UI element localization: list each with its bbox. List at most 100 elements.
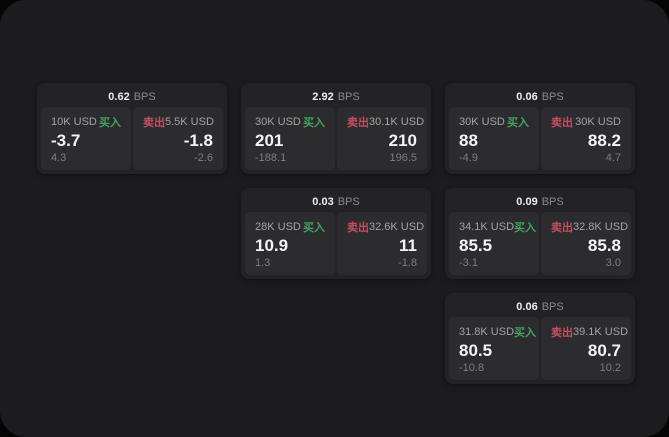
sell-delta: 4.7	[605, 152, 621, 164]
buy-delta: 1.3	[255, 257, 271, 269]
buy-amount: 30K USD	[459, 116, 505, 128]
bps-value: 0.62	[108, 91, 130, 103]
sell-amount: 32.8K USD	[573, 221, 629, 233]
buy-amount: 30K USD	[255, 116, 301, 128]
buy-cell[interactable]: 10K USD 买入 -3.7 4.3	[41, 107, 131, 170]
sell-delta: 3.0	[605, 257, 621, 269]
price-card: 0.09 BPS 34.1K USD 买入 85.5 -3.1 卖出	[445, 188, 635, 279]
bps-value: 0.09	[516, 196, 538, 208]
sell-cell[interactable]: 卖出 30K USD 88.2 4.7	[541, 107, 631, 170]
sell-cell-top: 卖出 32.6K USD	[347, 219, 424, 235]
buy-cell[interactable]: 30K USD 买入 201 -188.1	[245, 107, 335, 170]
buy-amount: 31.8K USD	[459, 326, 515, 338]
sell-cell[interactable]: 卖出 39.1K USD 80.7 10.2	[541, 317, 631, 380]
bps-unit-label: BPS	[133, 91, 156, 103]
buy-cell-top: 30K USD 买入	[255, 114, 325, 130]
sell-cell-top: 卖出 30.1K USD	[347, 114, 424, 130]
buy-cell-top: 31.8K USD 买入	[459, 324, 536, 340]
bps-value: 0.03	[312, 196, 334, 208]
sell-amount: 39.1K USD	[573, 326, 629, 338]
sell-amount: 5.5K USD	[165, 116, 214, 128]
card-header: 0.03 BPS	[245, 192, 427, 212]
card-header: 2.92 BPS	[245, 87, 427, 107]
price-card: 0.03 BPS 28K USD 买入 10.9 1.3 卖出	[241, 188, 431, 279]
buy-price: 201	[255, 130, 284, 150]
price-tiles-grid: 0.62 BPS 10K USD 买入 -3.7 4.3 卖出	[37, 83, 635, 384]
sell-label: 卖出	[551, 222, 573, 234]
buy-delta: -188.1	[255, 152, 287, 164]
buy-label: 买入	[514, 222, 537, 234]
sell-price: 11	[399, 235, 417, 255]
sell-price: 85.8	[587, 235, 621, 255]
sell-delta: 10.2	[599, 362, 621, 374]
buy-cell[interactable]: 28K USD 买入 10.9 1.3	[245, 212, 335, 275]
sell-cell[interactable]: 卖出 32.8K USD 85.8 3.0	[541, 212, 631, 275]
buy-label: 买入	[514, 327, 537, 339]
cells-row: 28K USD 买入 10.9 1.3 卖出 32.6K USD 11 -1.8	[245, 212, 427, 275]
buy-price: -3.7	[51, 130, 81, 150]
card-header: 0.62 BPS	[41, 87, 223, 107]
price-card: 0.06 BPS 30K USD 买入 88 -4.9 卖出	[445, 83, 635, 174]
bps-value: 0.06	[516, 91, 538, 103]
cells-row: 30K USD 买入 88 -4.9 卖出 30K USD 88.2 4.7	[449, 107, 631, 170]
sell-label: 卖出	[551, 327, 573, 339]
sell-price: 80.7	[587, 340, 621, 360]
buy-delta: -10.8	[459, 362, 485, 374]
buy-label: 买入	[507, 117, 529, 129]
sell-label: 卖出	[551, 117, 573, 129]
buy-cell-top: 28K USD 买入	[255, 219, 325, 235]
buy-cell-top: 10K USD 买入	[51, 114, 121, 130]
bps-value: 2.92	[312, 91, 334, 103]
buy-price: 88	[459, 130, 478, 150]
cells-row: 30K USD 买入 201 -188.1 卖出 30.1K USD 210 1…	[245, 107, 427, 170]
sell-cell[interactable]: 卖出 30.1K USD 210 196.5	[337, 107, 427, 170]
cells-row: 10K USD 买入 -3.7 4.3 卖出 5.5K USD -1.8 -2.…	[41, 107, 223, 170]
buy-amount: 10K USD	[51, 116, 97, 128]
buy-price: 10.9	[255, 235, 289, 255]
sell-delta: -1.8	[398, 257, 417, 269]
buy-label: 买入	[303, 117, 325, 129]
price-card: 2.92 BPS 30K USD 买入 201 -188.1 卖出	[241, 83, 431, 174]
buy-cell[interactable]: 30K USD 买入 88 -4.9	[449, 107, 539, 170]
sell-amount: 30K USD	[575, 116, 621, 128]
buy-label: 买入	[303, 222, 325, 234]
sell-delta: 196.5	[389, 152, 417, 164]
buy-cell[interactable]: 34.1K USD 买入 85.5 -3.1	[449, 212, 539, 275]
buy-delta: 4.3	[51, 152, 67, 164]
buy-label: 买入	[99, 117, 121, 129]
card-header: 0.06 BPS	[449, 297, 631, 317]
bps-unit-label: BPS	[337, 91, 360, 103]
sell-cell-top: 卖出 39.1K USD	[551, 324, 628, 340]
buy-price: 85.5	[459, 235, 493, 255]
cells-row: 34.1K USD 买入 85.5 -3.1 卖出 32.8K USD 85.8…	[449, 212, 631, 275]
card-header: 0.06 BPS	[449, 87, 631, 107]
sell-cell[interactable]: 卖出 5.5K USD -1.8 -2.6	[133, 107, 223, 170]
buy-delta: -4.9	[459, 152, 478, 164]
buy-amount: 28K USD	[255, 221, 301, 233]
bps-unit-label: BPS	[541, 301, 564, 313]
sell-amount: 32.6K USD	[369, 221, 425, 233]
sell-label: 卖出	[347, 222, 369, 234]
bps-unit-label: BPS	[337, 196, 360, 208]
buy-price: 80.5	[459, 340, 493, 360]
bps-unit-label: BPS	[541, 91, 564, 103]
sell-price: 88.2	[587, 130, 621, 150]
sell-label: 卖出	[347, 117, 369, 129]
sell-cell[interactable]: 卖出 32.6K USD 11 -1.8	[337, 212, 427, 275]
buy-cell-top: 30K USD 买入	[459, 114, 529, 130]
sell-amount: 30.1K USD	[369, 116, 425, 128]
buy-cell[interactable]: 31.8K USD 买入 80.5 -10.8	[449, 317, 539, 380]
sell-price: 210	[388, 130, 417, 150]
buy-cell-top: 34.1K USD 买入	[459, 219, 536, 235]
bps-unit-label: BPS	[541, 196, 564, 208]
bps-value: 0.06	[516, 301, 538, 313]
cells-row: 31.8K USD 买入 80.5 -10.8 卖出 39.1K USD 80.…	[449, 317, 631, 380]
sell-price: -1.8	[183, 130, 213, 150]
sell-cell-top: 卖出 32.8K USD	[551, 219, 628, 235]
sell-cell-top: 卖出 5.5K USD	[143, 114, 214, 130]
sell-cell-top: 卖出 30K USD	[551, 114, 621, 130]
sell-delta: -2.6	[194, 152, 213, 164]
buy-delta: -3.1	[459, 257, 478, 269]
